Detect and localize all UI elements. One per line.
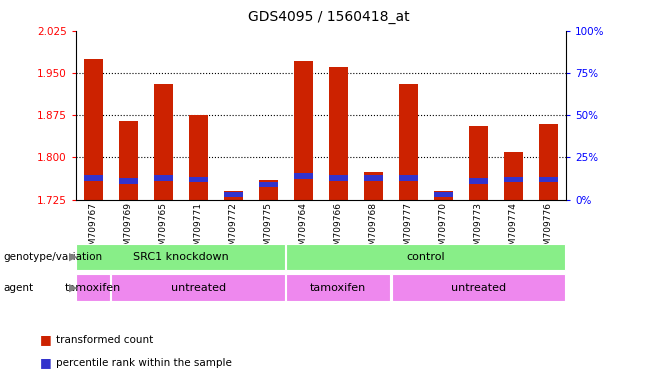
Text: SRC1 knockdown: SRC1 knockdown — [133, 252, 228, 262]
Bar — [399, 84, 418, 200]
Text: tamoxifen: tamoxifen — [65, 283, 121, 293]
Bar — [153, 84, 173, 200]
Bar — [364, 175, 383, 180]
Text: ■: ■ — [40, 333, 52, 346]
Bar — [468, 126, 488, 200]
Text: percentile rank within the sample: percentile rank within the sample — [56, 358, 232, 368]
Bar — [224, 191, 243, 200]
Bar — [259, 182, 278, 187]
Bar — [293, 173, 313, 179]
Text: ▶: ▶ — [69, 283, 78, 293]
Bar — [111, 274, 285, 301]
Text: ■: ■ — [40, 356, 52, 369]
Bar — [539, 124, 558, 200]
Text: GDS4095 / 1560418_at: GDS4095 / 1560418_at — [248, 10, 410, 23]
Bar — [189, 115, 208, 200]
Bar — [118, 178, 138, 184]
Bar — [153, 175, 173, 180]
Bar — [434, 192, 453, 197]
Bar — [392, 274, 565, 301]
Text: ▶: ▶ — [69, 252, 78, 262]
Text: untreated: untreated — [451, 283, 506, 293]
Text: tamoxifen: tamoxifen — [310, 283, 367, 293]
Bar — [504, 177, 523, 182]
Bar — [286, 243, 565, 270]
Bar — [189, 177, 208, 182]
Bar — [84, 59, 103, 200]
Text: genotype/variation: genotype/variation — [3, 252, 103, 262]
Bar — [504, 152, 523, 200]
Text: transformed count: transformed count — [56, 335, 153, 345]
Bar — [84, 175, 103, 180]
Bar — [328, 67, 348, 200]
Bar — [399, 175, 418, 180]
Bar — [259, 180, 278, 200]
Bar — [76, 274, 110, 301]
Bar — [434, 191, 453, 200]
Bar — [364, 172, 383, 200]
Bar — [539, 177, 558, 182]
Text: agent: agent — [3, 283, 34, 293]
Text: untreated: untreated — [170, 283, 226, 293]
Text: control: control — [407, 252, 445, 262]
Bar — [224, 192, 243, 197]
Bar — [328, 175, 348, 180]
Bar — [76, 243, 285, 270]
Bar — [293, 61, 313, 200]
Bar — [468, 178, 488, 184]
Bar — [286, 274, 390, 301]
Bar — [118, 121, 138, 200]
